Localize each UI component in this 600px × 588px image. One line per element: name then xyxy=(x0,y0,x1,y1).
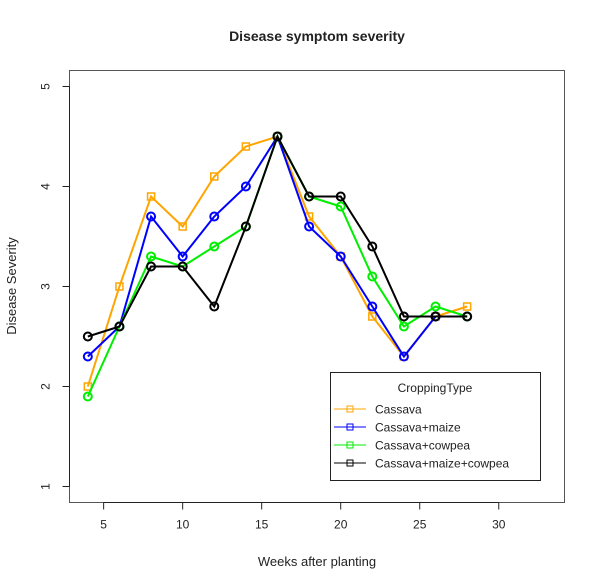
data-point xyxy=(430,301,441,312)
chart-title: Disease symptom severity xyxy=(229,28,405,44)
legend-marker xyxy=(346,423,354,431)
x-tick-label: 25 xyxy=(413,518,427,532)
data-point xyxy=(177,251,188,262)
series-group xyxy=(82,131,473,402)
y-axis: 1 2 3 4 5 xyxy=(39,83,70,490)
data-point xyxy=(398,311,409,322)
data-point xyxy=(367,301,378,312)
data-point xyxy=(241,142,251,151)
data-point xyxy=(368,312,377,321)
data-point xyxy=(398,351,409,362)
series-line xyxy=(87,134,468,338)
data-point xyxy=(209,241,220,252)
legend-item: Cassava xyxy=(334,403,422,417)
series-cassava-maize xyxy=(82,131,473,362)
data-point xyxy=(240,221,251,232)
legend-item: Cassava+maize+cowpea xyxy=(334,457,509,471)
data-point xyxy=(272,131,283,142)
data-point xyxy=(82,331,93,342)
y-tick-label: 3 xyxy=(39,283,53,290)
data-point xyxy=(304,191,315,202)
legend-marker xyxy=(346,441,354,449)
legend-label: Cassava xyxy=(375,403,422,417)
x-tick-label: 15 xyxy=(255,518,269,532)
data-point xyxy=(146,251,157,262)
data-point xyxy=(304,221,315,232)
x-tick-label: 10 xyxy=(176,518,190,532)
data-point xyxy=(146,211,157,222)
legend-title: CroppingType xyxy=(398,381,473,395)
series-line xyxy=(86,134,468,397)
y-tick-label: 2 xyxy=(39,383,53,390)
series-cassava-cowpea xyxy=(82,131,473,402)
y-tick-label: 4 xyxy=(39,183,53,190)
legend-marker xyxy=(346,405,354,413)
legend-item: Cassava+cowpea xyxy=(334,439,470,453)
data-point xyxy=(209,301,220,312)
legend-label: Cassava+cowpea xyxy=(375,439,470,453)
data-point xyxy=(115,282,124,291)
data-point xyxy=(209,211,220,222)
legend-label: Cassava+maize xyxy=(375,421,461,435)
x-tick-label: 5 xyxy=(100,518,107,532)
x-tick-label: 30 xyxy=(492,518,506,532)
data-point xyxy=(367,271,378,282)
data-point xyxy=(240,181,251,192)
data-point xyxy=(367,241,378,252)
y-tick-label: 5 xyxy=(39,83,53,90)
data-point xyxy=(430,311,441,322)
data-point xyxy=(335,201,346,212)
data-point xyxy=(178,222,187,231)
legend-item: Cassava+maize xyxy=(334,421,461,435)
data-point xyxy=(114,321,125,332)
data-point xyxy=(210,172,219,181)
x-axis-label: Weeks after planting xyxy=(258,554,376,569)
data-point xyxy=(335,251,346,262)
legend-label: Cassava+maize+cowpea xyxy=(375,457,509,471)
series-cassava xyxy=(83,132,472,391)
data-point xyxy=(398,321,409,332)
data-point xyxy=(462,302,472,311)
data-point xyxy=(177,261,188,272)
y-axis-label: Disease Severity xyxy=(4,237,19,335)
y-tick-label: 1 xyxy=(39,483,53,490)
data-point xyxy=(335,191,346,202)
data-point xyxy=(82,391,93,402)
data-point xyxy=(82,351,93,362)
data-point xyxy=(146,261,157,272)
x-tick-label: 20 xyxy=(334,518,348,532)
data-point xyxy=(146,192,156,201)
legend-marker xyxy=(346,459,354,467)
legend: CroppingType Cassava Cassava+maize Cassava… xyxy=(330,372,541,481)
x-axis: 5 10 15 20 25 30 xyxy=(100,502,506,532)
series-cassava-maize-cowpea xyxy=(82,131,473,342)
data-point xyxy=(462,311,473,322)
